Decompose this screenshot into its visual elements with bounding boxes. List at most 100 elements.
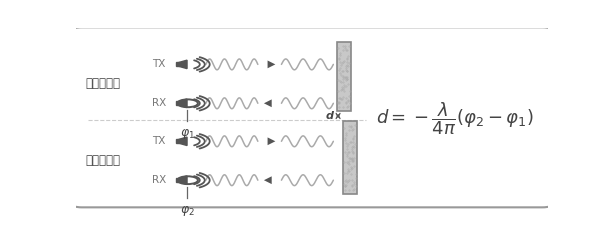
Point: [339, 126, 349, 130]
Point: [339, 171, 349, 175]
Point: [348, 128, 358, 131]
Point: [342, 77, 351, 81]
Text: TX: TX: [152, 136, 166, 146]
Point: [343, 65, 353, 68]
Point: [342, 133, 351, 137]
Point: [347, 124, 356, 128]
Point: [343, 161, 353, 165]
Point: [341, 84, 351, 88]
Point: [342, 60, 352, 63]
Bar: [343, 121, 357, 194]
Point: [343, 150, 353, 154]
Point: [334, 56, 344, 60]
Point: [348, 184, 357, 188]
Point: [341, 131, 351, 135]
Point: [341, 178, 351, 182]
Point: [344, 162, 354, 166]
Point: [341, 141, 351, 145]
Point: [340, 59, 350, 63]
Text: $d=-\dfrac{\lambda}{4\pi}(\varphi_2-\varphi_1)$: $d=-\dfrac{\lambda}{4\pi}(\varphi_2-\var…: [376, 100, 533, 137]
Point: [342, 64, 352, 67]
Point: [344, 189, 354, 192]
Point: [334, 101, 344, 104]
Point: [348, 188, 358, 192]
Point: [346, 140, 356, 144]
Point: [343, 99, 353, 103]
Point: [340, 75, 350, 79]
Point: [339, 44, 348, 48]
Point: [342, 68, 351, 72]
Point: [347, 145, 357, 149]
Point: [337, 69, 347, 73]
Polygon shape: [179, 99, 187, 108]
Point: [340, 183, 350, 186]
Point: [344, 150, 354, 154]
Point: [350, 134, 359, 138]
Point: [341, 184, 351, 187]
Point: [343, 169, 353, 173]
Point: [341, 100, 351, 104]
Point: [338, 106, 348, 109]
Point: [340, 76, 350, 80]
Point: [345, 141, 354, 144]
Point: [337, 85, 347, 89]
Point: [342, 57, 352, 61]
Point: [333, 89, 343, 93]
Point: [345, 159, 354, 163]
Point: [346, 165, 356, 169]
Polygon shape: [176, 178, 179, 182]
Point: [334, 69, 344, 72]
Point: [340, 90, 350, 93]
Point: [345, 101, 354, 105]
Point: [342, 48, 352, 51]
Point: [349, 182, 359, 186]
Point: [343, 104, 353, 108]
Point: [349, 145, 359, 149]
Text: TX: TX: [152, 59, 166, 69]
Point: [351, 172, 361, 176]
Point: [348, 137, 358, 140]
Point: [336, 73, 346, 77]
Point: [342, 160, 351, 164]
Point: [340, 85, 350, 89]
Point: [340, 188, 350, 192]
Point: [334, 100, 343, 104]
Point: [348, 140, 358, 144]
Point: [341, 66, 351, 70]
Point: [349, 187, 359, 191]
Bar: [337, 42, 351, 110]
Point: [337, 61, 347, 65]
Point: [342, 180, 352, 184]
Point: [343, 180, 353, 183]
Text: 第二次采样: 第二次采样: [85, 154, 121, 167]
Point: [347, 157, 356, 161]
Point: [348, 158, 358, 162]
Point: [344, 129, 354, 132]
Point: [339, 95, 348, 99]
Text: $\varphi_2$: $\varphi_2$: [180, 204, 194, 218]
Point: [344, 169, 354, 173]
Point: [341, 48, 351, 52]
Text: RX: RX: [152, 98, 166, 108]
Point: [348, 137, 358, 141]
Point: [348, 151, 358, 155]
Point: [340, 46, 350, 50]
Point: [337, 87, 347, 91]
Point: [342, 144, 352, 148]
Point: [336, 63, 346, 67]
Point: [351, 184, 361, 188]
Point: [339, 160, 349, 164]
Point: [347, 183, 357, 187]
Point: [337, 97, 347, 101]
Point: [343, 75, 353, 78]
Point: [345, 124, 354, 128]
Point: [342, 69, 352, 73]
Point: [334, 101, 343, 105]
Point: [347, 159, 356, 163]
Point: [340, 184, 350, 188]
Point: [340, 136, 350, 140]
Point: [340, 184, 350, 188]
Point: [344, 62, 354, 65]
Point: [345, 156, 354, 160]
Point: [333, 47, 342, 50]
